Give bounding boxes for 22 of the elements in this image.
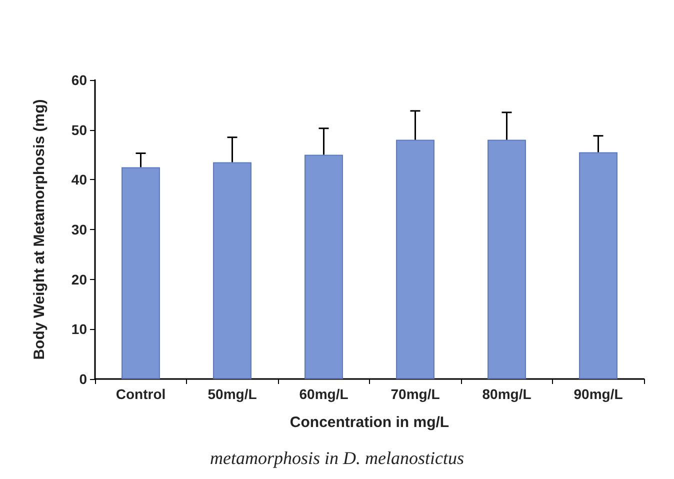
bar — [396, 140, 434, 379]
y-tick-label: 10 — [71, 321, 88, 338]
x-tick-label: Control — [116, 386, 166, 402]
bar — [579, 152, 618, 379]
bar — [213, 162, 252, 379]
x-tick-label: 90mg/L — [574, 386, 624, 402]
x-tick-label: 60mg/L — [299, 386, 349, 402]
y-axis-title: Body Weight at Metamorphosis (mg) — [31, 99, 48, 360]
text: metamorphosis in D. melanostictus — [210, 448, 464, 468]
x-axis-title: Concentration in mg/L — [290, 414, 450, 431]
y-tick-label: 50 — [71, 122, 88, 138]
x-tick-label: 50mg/L — [208, 386, 258, 402]
y-tick-label: 20 — [71, 271, 88, 288]
y-tick-label: 60 — [71, 72, 88, 88]
y-tick-label: 40 — [71, 172, 88, 188]
x-tick-label: 70mg/L — [390, 386, 440, 402]
bar — [122, 167, 160, 379]
y-tick-label: 0 — [79, 371, 88, 387]
y-tick-label: 30 — [71, 222, 88, 238]
bar — [488, 140, 526, 379]
x-tick-label: 80mg/L — [482, 386, 532, 402]
bar — [304, 154, 343, 379]
